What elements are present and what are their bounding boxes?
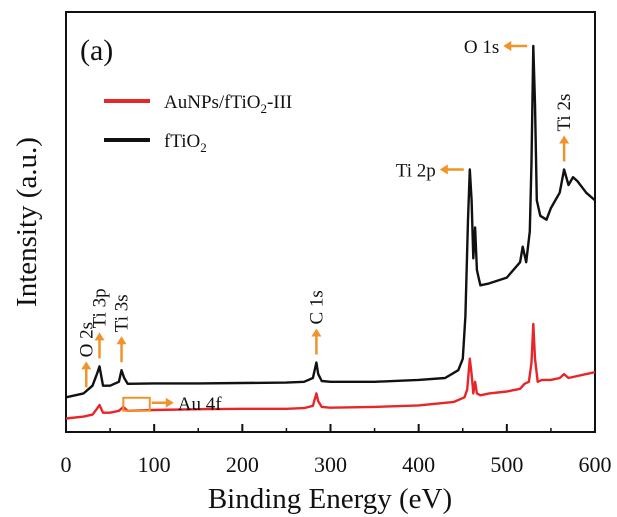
annotation-label-ti-2s: Ti 2s (554, 94, 575, 132)
annotation-label-au-4f: Au 4f (178, 394, 222, 415)
annotation-arrowhead-ti-2p (439, 164, 448, 175)
series-line-ftio2 (65, 44, 596, 399)
annotation-label-o-1s: O 1s (464, 37, 499, 58)
legend-label-ftio2: fTiO2 (164, 131, 207, 155)
annotation-arrowhead-c-1s (311, 328, 322, 337)
legend-label-auNPs: AuNPs/fTiO2-III (164, 92, 292, 116)
annotation-arrowhead-au-4f (165, 397, 174, 408)
y-axis-label: Intensity (a.u.) (11, 137, 43, 307)
x-tick-label: 400 (402, 452, 435, 477)
x-tick-label: 0 (61, 452, 72, 477)
x-tick-label: 600 (579, 452, 612, 477)
x-axis: 0 100 200 300 400 500 600 (61, 424, 612, 477)
annotation-label-c-1s: C 1s (306, 290, 327, 324)
annotation-arrowhead-ti-3p (94, 332, 105, 341)
x-axis-label: Binding Energy (eV) (208, 483, 452, 515)
panel-label: (a) (80, 34, 113, 67)
x-tick-label: 100 (138, 452, 171, 477)
annotation-label-ti-3s: Ti 3s (112, 294, 133, 332)
annotation-label-ti-2p: Ti 2p (396, 161, 436, 182)
annotation-label-ti-3p: Ti 3p (90, 288, 111, 328)
x-tick-label: 500 (490, 452, 523, 477)
annotation-arrowhead-o-1s (503, 41, 512, 51)
annotation-box-au-4f (122, 396, 151, 412)
legend: AuNPs/fTiO2-III fTiO2 (104, 92, 292, 155)
annotation-arrowhead-ti-2s (559, 135, 570, 144)
annotation-label-o-2s: O 2s (76, 322, 97, 357)
annotation-arrowhead-o-2s (81, 361, 92, 370)
x-tick-label: 200 (226, 452, 259, 477)
annotation-arrowhead-ti-3s (116, 336, 127, 345)
plot-frame (65, 11, 596, 433)
x-tick-label: 300 (314, 452, 347, 477)
